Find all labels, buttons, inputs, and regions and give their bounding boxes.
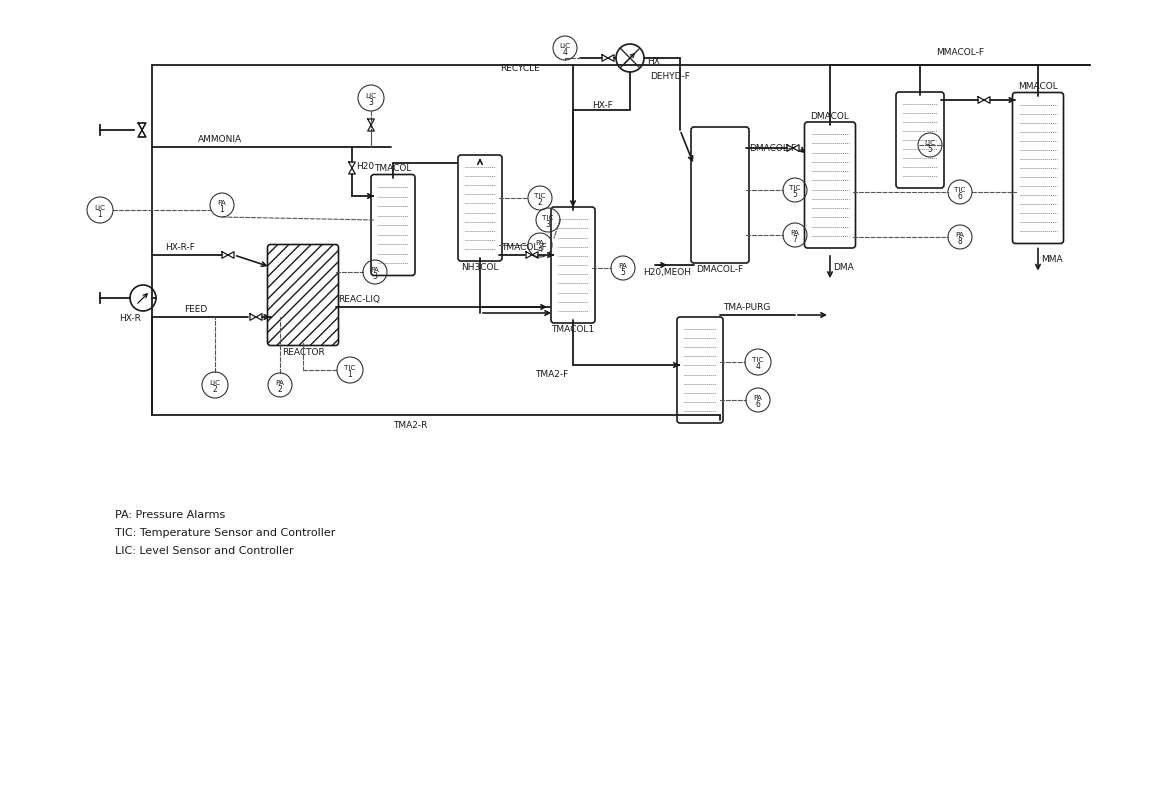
Text: 2: 2: [212, 385, 218, 394]
Text: 3: 3: [372, 272, 378, 281]
Text: NH3COL: NH3COL: [461, 263, 498, 272]
Text: REACTOR: REACTOR: [282, 348, 325, 357]
Text: DEHYD-F: DEHYD-F: [650, 72, 690, 80]
Text: 7: 7: [793, 235, 797, 244]
Text: 4: 4: [562, 48, 568, 57]
Text: FEED: FEED: [184, 305, 207, 313]
FancyBboxPatch shape: [1013, 93, 1064, 243]
Text: LIC: LIC: [925, 140, 935, 146]
Text: H20: H20: [356, 161, 374, 171]
Text: REAC-LIQ: REAC-LIQ: [338, 294, 380, 304]
Text: 1: 1: [348, 370, 352, 379]
Text: TMACOL1: TMACOL1: [552, 324, 595, 334]
Text: 4: 4: [756, 362, 760, 371]
Text: LIC: LIC: [210, 380, 220, 386]
Text: PA: PA: [218, 200, 226, 206]
Text: 1: 1: [97, 210, 102, 219]
Text: PA: PA: [619, 263, 627, 269]
Text: RECYCLE: RECYCLE: [501, 64, 540, 72]
Text: MMACOL: MMACOL: [1018, 82, 1058, 91]
Text: DMA: DMA: [833, 263, 854, 272]
Text: 5: 5: [620, 268, 626, 277]
Text: PA: PA: [535, 240, 545, 246]
Text: 4: 4: [538, 245, 542, 254]
FancyBboxPatch shape: [896, 92, 943, 188]
Text: PA: PA: [276, 380, 284, 386]
Text: 2: 2: [538, 198, 542, 207]
Text: HX-F: HX-F: [592, 101, 613, 109]
Text: 3: 3: [369, 98, 373, 107]
Text: LIC: LIC: [365, 93, 377, 99]
Text: HX-R: HX-R: [119, 313, 141, 323]
Text: DMACOL: DMACOL: [810, 112, 850, 120]
Text: TIC: TIC: [954, 187, 965, 193]
Text: 8: 8: [957, 237, 962, 246]
Text: MMACOL-F: MMACOL-F: [936, 47, 984, 57]
Text: 5: 5: [927, 145, 933, 154]
Text: TMACOL: TMACOL: [374, 164, 411, 173]
FancyBboxPatch shape: [691, 127, 749, 263]
Text: TIC: Temperature Sensor and Controller: TIC: Temperature Sensor and Controller: [115, 528, 335, 538]
Text: 6: 6: [756, 400, 760, 409]
Text: TMA2-F: TMA2-F: [534, 370, 568, 379]
Text: PA: PA: [371, 267, 379, 273]
Text: TMA2-R: TMA2-R: [393, 420, 428, 430]
Text: 5: 5: [793, 190, 797, 199]
Text: TIC: TIC: [542, 215, 554, 221]
Text: LIC: Level Sensor and Controller: LIC: Level Sensor and Controller: [115, 546, 293, 556]
FancyBboxPatch shape: [268, 245, 338, 345]
Text: PA: Pressure Alarms: PA: Pressure Alarms: [115, 510, 225, 520]
Text: MMA: MMA: [1041, 255, 1063, 264]
Text: PA: PA: [753, 395, 763, 401]
Text: AMMONIA: AMMONIA: [198, 135, 242, 143]
Text: 6: 6: [957, 192, 962, 201]
FancyBboxPatch shape: [551, 207, 595, 323]
Text: DMACOL-F: DMACOL-F: [697, 264, 744, 274]
Text: DMACOL-F: DMACOL-F: [749, 143, 796, 153]
Text: LIC: LIC: [560, 43, 570, 49]
Text: 2: 2: [278, 385, 283, 394]
Text: TMA-PURG: TMA-PURG: [723, 302, 771, 312]
Text: HX: HX: [647, 57, 659, 65]
Text: TIC: TIC: [534, 193, 546, 199]
FancyBboxPatch shape: [458, 155, 502, 261]
FancyBboxPatch shape: [677, 317, 723, 423]
FancyBboxPatch shape: [804, 122, 855, 248]
FancyBboxPatch shape: [371, 175, 415, 275]
Text: TMACOL-F: TMACOL-F: [501, 242, 547, 252]
Text: 1: 1: [219, 205, 225, 214]
Text: TIC: TIC: [752, 357, 764, 363]
Text: PA: PA: [790, 230, 800, 236]
Text: LIC: LIC: [94, 205, 105, 211]
Text: HX-R-F: HX-R-F: [165, 242, 195, 252]
Text: TIC: TIC: [789, 185, 801, 191]
Text: PA: PA: [955, 232, 964, 238]
Text: H20,MEOH: H20,MEOH: [643, 268, 691, 278]
Text: 3: 3: [546, 220, 551, 229]
Text: TIC: TIC: [344, 365, 356, 371]
